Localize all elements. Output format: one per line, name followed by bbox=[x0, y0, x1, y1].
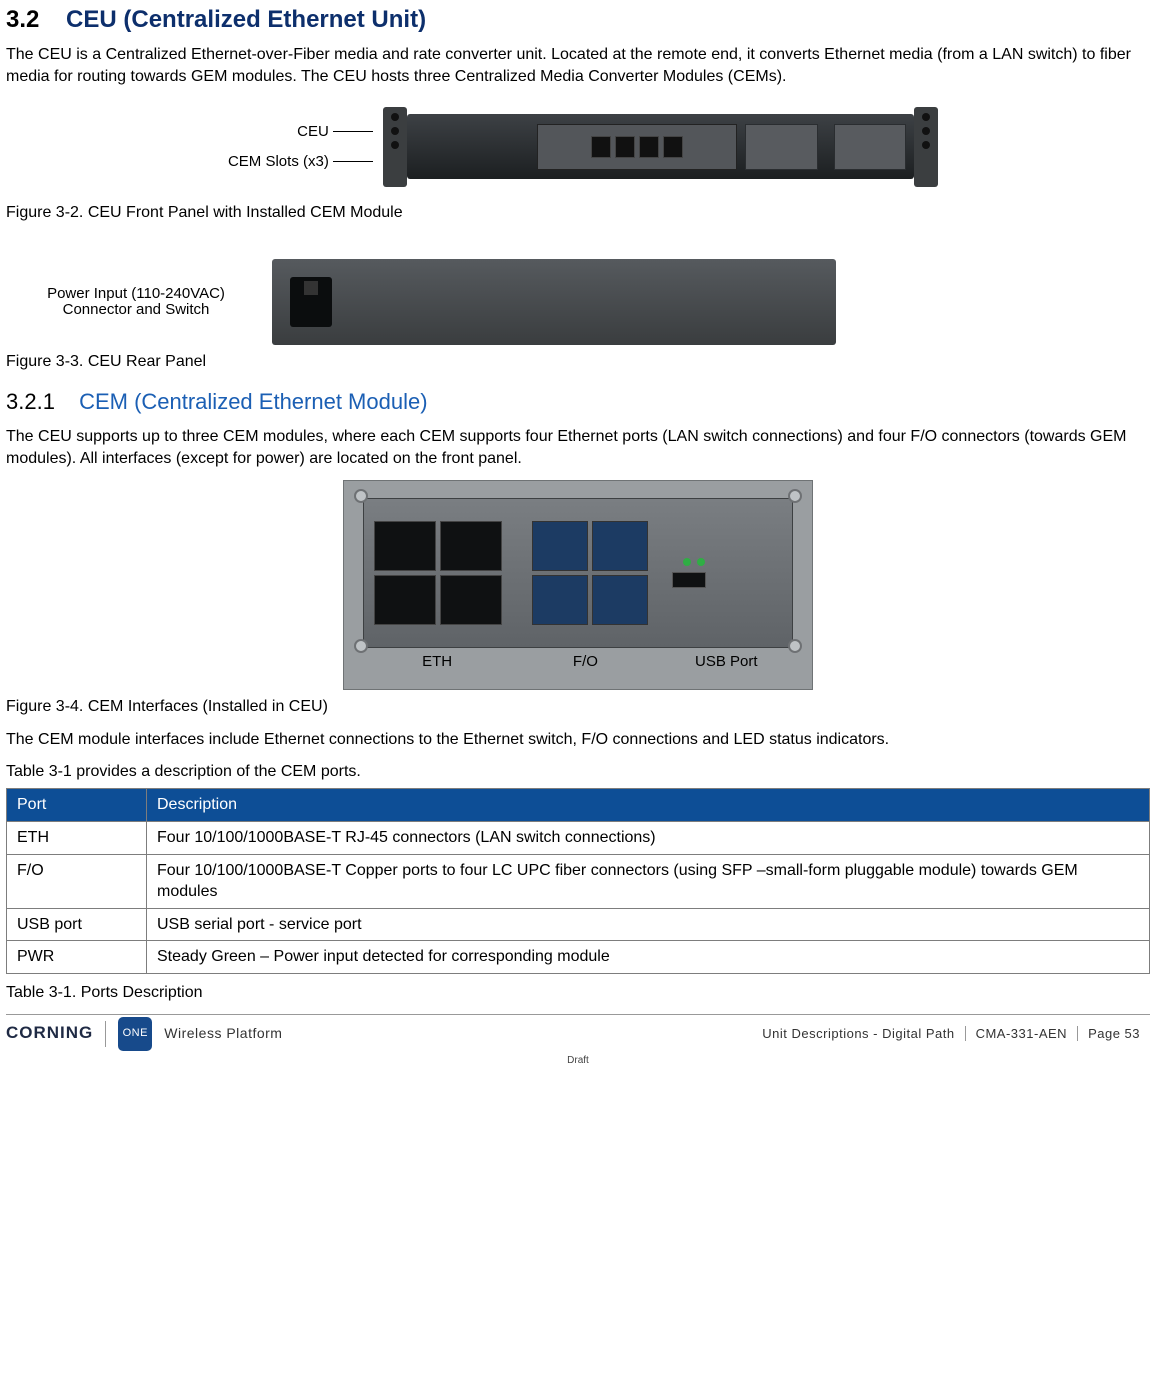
rack-ear-left bbox=[383, 107, 407, 187]
eth-port bbox=[440, 575, 502, 625]
table-row: F/O Four 10/100/1000BASE-T Copper ports … bbox=[7, 854, 1150, 908]
td-desc: USB serial port - service port bbox=[147, 908, 1150, 941]
figure-3-4: ETH F/O USB Port bbox=[6, 480, 1150, 690]
rj-port bbox=[615, 136, 635, 158]
ceu-front-panel bbox=[407, 114, 914, 179]
cem-module: ETH F/O USB Port bbox=[343, 480, 813, 690]
th-port: Port bbox=[7, 789, 147, 822]
status-led bbox=[683, 558, 691, 566]
rj-port bbox=[663, 136, 683, 158]
heading-num: 3.2.1 bbox=[6, 389, 55, 414]
cem-face bbox=[363, 498, 793, 648]
cem-interfaces-para: The CEM module interfaces include Ethern… bbox=[6, 729, 1150, 751]
td-port: USB port bbox=[7, 908, 147, 941]
table-lead-para: Table 3-1 provides a description of the … bbox=[6, 761, 1150, 783]
screw-icon bbox=[788, 639, 802, 653]
td-desc: Four 10/100/1000BASE-T RJ-45 connectors … bbox=[147, 822, 1150, 855]
table-row: ETH Four 10/100/1000BASE-T RJ-45 connect… bbox=[7, 822, 1150, 855]
figure-3-3: Power Input (110-240VAC) Connector and S… bbox=[6, 259, 1150, 345]
td-port: PWR bbox=[7, 941, 147, 974]
heading-title: CEU (Centralized Ethernet Unit) bbox=[66, 6, 426, 33]
callout-cem-slots: CEM Slots (x3) bbox=[228, 153, 329, 170]
fig-3-4-caption: Figure 3-4. CEM Interfaces (Installed in… bbox=[6, 696, 1150, 718]
heading-num: 3.2 bbox=[6, 6, 39, 33]
td-port: F/O bbox=[7, 854, 147, 908]
heading-3-2: 3.2 CEU (Centralized Ethernet Unit) bbox=[6, 4, 1150, 36]
eth-port bbox=[374, 575, 436, 625]
footer-right: Unit Descriptions - Digital Path CMA-331… bbox=[752, 1026, 1150, 1042]
eth-port bbox=[440, 521, 502, 571]
usb-column bbox=[672, 558, 706, 588]
fig32-callouts: CEU CEM Slots (x3) bbox=[218, 123, 383, 171]
fig-3-2-caption: Figure 3-2. CEU Front Panel with Install… bbox=[6, 202, 1150, 224]
td-port: ETH bbox=[7, 822, 147, 855]
cem-port-labels: ETH F/O USB Port bbox=[363, 652, 793, 672]
ports-table: Port Description ETH Four 10/100/1000BAS… bbox=[6, 788, 1150, 974]
td-desc: Steady Green – Power input detected for … bbox=[147, 941, 1150, 974]
status-led bbox=[697, 558, 705, 566]
usb-port bbox=[672, 572, 706, 588]
brand-corning: CORNING bbox=[6, 1022, 93, 1045]
table-header-row: Port Description bbox=[7, 789, 1150, 822]
cem-bay-1 bbox=[537, 124, 737, 170]
draft-label: Draft bbox=[6, 1054, 1150, 1068]
callout-ceu: CEU bbox=[297, 123, 329, 140]
eth-bank bbox=[374, 521, 502, 625]
one-badge-icon: ONE bbox=[118, 1017, 152, 1051]
fo-port bbox=[532, 575, 588, 625]
rj-port bbox=[591, 136, 611, 158]
label-eth: ETH bbox=[363, 652, 511, 672]
table-row: USB port USB serial port - service port bbox=[7, 908, 1150, 941]
fig-3-3-caption: Figure 3-3. CEU Rear Panel bbox=[6, 351, 1150, 373]
blank-bay bbox=[834, 124, 907, 170]
page-footer: CORNING ONE Wireless Platform Unit Descr… bbox=[6, 1014, 1150, 1051]
screw-icon bbox=[788, 489, 802, 503]
footer-section: Unit Descriptions - Digital Path bbox=[752, 1026, 964, 1042]
footer-page: Page 53 bbox=[1077, 1026, 1150, 1042]
power-inlet bbox=[290, 277, 332, 327]
rack-ear-right bbox=[914, 107, 938, 187]
screw-icon bbox=[354, 639, 368, 653]
footer-left: CORNING ONE Wireless Platform bbox=[6, 1017, 282, 1051]
callout-power-line2: Connector and Switch bbox=[6, 302, 266, 319]
screw-icon bbox=[354, 489, 368, 503]
fo-port bbox=[592, 575, 648, 625]
fo-port bbox=[532, 521, 588, 571]
section-3-2-1-para: The CEU supports up to three CEM modules… bbox=[6, 426, 1150, 469]
th-desc: Description bbox=[147, 789, 1150, 822]
td-desc: Four 10/100/1000BASE-T Copper ports to f… bbox=[147, 854, 1150, 908]
section-3-2-para: The CEU is a Centralized Ethernet-over-F… bbox=[6, 44, 1150, 87]
heading-title: CEM (Centralized Ethernet Module) bbox=[79, 389, 427, 414]
label-usb: USB Port bbox=[660, 652, 793, 672]
footer-doc: CMA-331-AEN bbox=[965, 1026, 1077, 1042]
ceu-rear-panel bbox=[272, 259, 836, 345]
fig33-callout: Power Input (110-240VAC) Connector and S… bbox=[6, 286, 266, 319]
eth-port bbox=[374, 521, 436, 571]
fo-bank bbox=[532, 521, 648, 625]
callout-power-line1: Power Input (110-240VAC) bbox=[6, 286, 266, 303]
rj-port bbox=[639, 136, 659, 158]
table-3-1-caption: Table 3-1. Ports Description bbox=[6, 982, 1150, 1004]
heading-3-2-1: 3.2.1 CEM (Centralized Ethernet Module) bbox=[6, 387, 1150, 417]
table-row: PWR Steady Green – Power input detected … bbox=[7, 941, 1150, 974]
platform-text: Wireless Platform bbox=[164, 1024, 282, 1043]
blank-bay bbox=[745, 124, 818, 170]
fo-port bbox=[592, 521, 648, 571]
figure-3-2: CEU CEM Slots (x3) bbox=[6, 98, 1150, 196]
label-fo: F/O bbox=[511, 652, 659, 672]
